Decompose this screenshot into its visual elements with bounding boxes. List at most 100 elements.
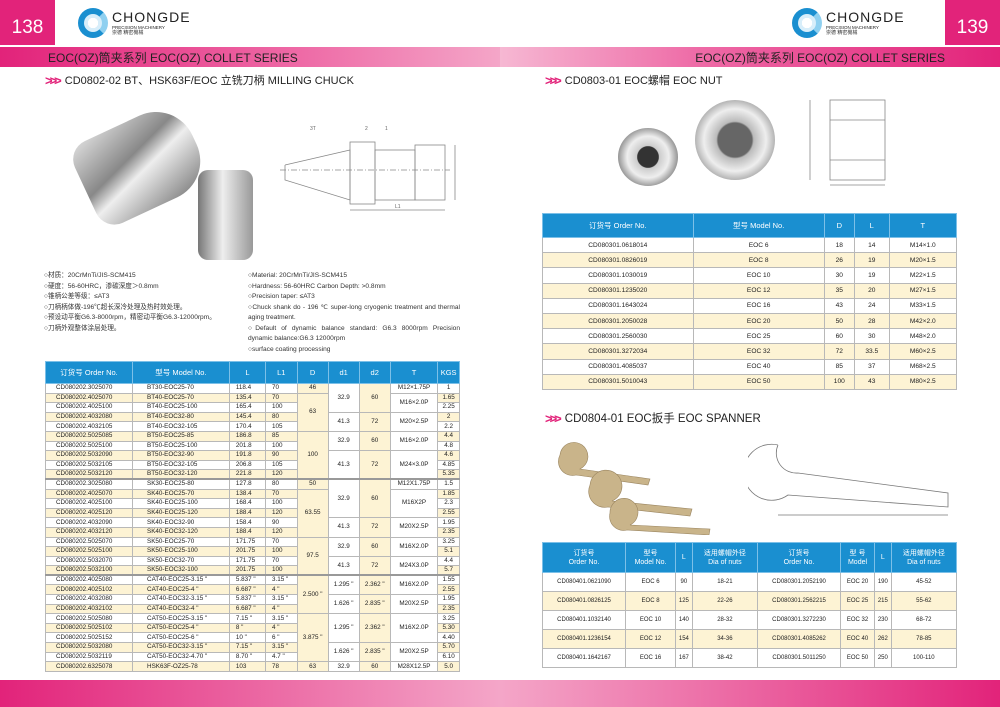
nut-photo-small: [618, 128, 678, 186]
weight-kgs: 2.25: [437, 402, 460, 413]
model-no: SK30-EOC25-80: [132, 478, 230, 490]
length-l: 19: [853, 252, 890, 269]
table-row: CD080202.5025085 BT50-EOC25-85 186.8 85 100 3…: [44, 430, 460, 480]
model-no: EOC 40: [840, 629, 875, 649]
spanner-table: 订货号 Order No. 型号 Model No. L 适用螺帽外径 Dia of nut…: [541, 542, 958, 668]
nut-dia: 22-26: [691, 591, 759, 611]
model-no: SK40-EOC25-100: [132, 498, 230, 509]
diameter-d: 46: [296, 383, 329, 394]
model-no: BT30-EOC25-70: [132, 383, 230, 394]
nut-dia: 68-72: [890, 610, 958, 630]
column-header: L: [228, 361, 266, 384]
order-no: CD080401.0826125: [541, 591, 627, 611]
logo-name: CHONGDE: [826, 9, 905, 26]
order-no: CD080301.2560030: [542, 328, 694, 345]
section-title-text: CD0802-02 BT、HSK63F/EOC 立铣刀柄 MILLING CHU…: [64, 75, 354, 87]
length-l: 221.8: [228, 469, 266, 480]
length-l: 37: [853, 358, 890, 375]
table-row: CD080202.3025080 SK30-EOC25-80 127.8 80 50 32…: [44, 478, 460, 519]
order-no: CD080202.5025100: [44, 440, 134, 452]
length-l: 127.8: [228, 478, 266, 490]
spanner-technical-drawing: [748, 443, 949, 516]
model-no: BT50-EOC25-85: [132, 430, 230, 442]
table-row: CD080202.4032080 CAT40-EOC32-3.15 " 5.837 …: [44, 594, 460, 615]
column-header: 型号 Model No.: [692, 213, 825, 238]
order-no: CD080202.5025152: [44, 632, 134, 644]
length-l1: 70: [264, 536, 298, 548]
length-l1: 3.15 ": [264, 594, 298, 605]
diameter-d: 2.500 ": [296, 574, 329, 615]
specs-chinese: ○材质：20CrMnTi/JIS-SCM415 ○硬度：56-60HRC，渗碳深…: [44, 271, 216, 334]
diameter-d: 18: [823, 236, 855, 254]
series-band-left: EOC(OZ)筒夹系列 EOC(OZ) COLLET SERIES: [0, 47, 500, 67]
model-no: EOC 6: [692, 236, 825, 254]
model-no: EOC 50: [692, 373, 825, 390]
nut-technical-drawing: [809, 99, 886, 186]
length-l1: 3.15 ": [264, 642, 298, 653]
thread-t: M27×1.5: [888, 282, 958, 299]
order-no: CD080401.0621090: [541, 572, 627, 592]
length-l: 262: [873, 629, 892, 649]
model-no: EOC 12: [692, 282, 825, 299]
model-no: EOC 32: [840, 610, 875, 630]
length-l: 170.4: [228, 421, 266, 432]
diameter-d1: 32.9: [327, 478, 360, 519]
model-no: SK50-EOC25-70: [132, 536, 230, 548]
model-no: SK50-EOC32-100: [132, 565, 230, 576]
length-l1: 90: [264, 450, 298, 461]
order-no: CD080401.1642167: [541, 648, 627, 668]
weight-kgs: 5.1: [437, 546, 460, 557]
length-l1: 90: [264, 517, 298, 528]
nut-table: 订货号 Order No. 型号 Model No. D L T CD080301.061…: [542, 213, 958, 390]
column-header: 订货号 Order No.: [44, 361, 134, 384]
diameter-d2: 60: [358, 478, 391, 519]
model-no: CAT50-EOC32-4.70 ": [132, 651, 230, 663]
model-no: EOC 25: [840, 591, 875, 611]
length-l: 6.687 ": [228, 603, 266, 615]
model-no: CAT40-EOC25-3.15 ": [132, 574, 230, 586]
model-no: EOC 8: [625, 591, 677, 611]
column-header-text: Dia of nuts: [907, 558, 941, 566]
weight-kgs: 1.85: [437, 488, 460, 500]
thread-t: M28X12.5P: [389, 661, 439, 672]
table-row: CD080202.5025080 CAT50-EOC25-3.15 " 7.15 "…: [44, 613, 460, 663]
table-row: CD080202.4032090 SK40-EOC32-90 158.4 90 41.3…: [44, 517, 460, 538]
model-no: EOC 12: [625, 629, 677, 649]
length-l1: 120: [264, 507, 298, 519]
column-header-text: Dia of nuts: [708, 558, 742, 566]
diameter-d2: 2.835 ": [358, 594, 391, 615]
length-l1: 70: [264, 383, 298, 394]
length-l1: 120: [264, 469, 298, 480]
diameter-d1: 41.3: [327, 450, 360, 480]
model-no: BT40-EOC32-80: [132, 411, 230, 423]
section-title-milling-chuck: >>> CD0802-02 BT、HSK63F/EOC 立铣刀柄 MILLING …: [45, 72, 354, 88]
model-no: EOC 20: [840, 572, 875, 592]
thread-t: M16X2P: [389, 488, 439, 519]
chevron-icon: >>>: [545, 72, 562, 88]
weight-kgs: 6.10: [437, 651, 460, 663]
length-l1: 78: [264, 661, 298, 672]
length-l1: 100: [264, 546, 298, 557]
length-l1: 100: [264, 498, 298, 509]
length-l1: 3.15 ": [264, 574, 298, 586]
order-no: CD080202.4025100: [44, 402, 134, 413]
diameter-d: 35: [823, 282, 855, 299]
thread-t: M20X2.5P: [389, 642, 439, 663]
diameter-d1: 32.9: [327, 536, 360, 557]
table-row: CD080202.5032120 BT50-EOC32-120 221.8 120 5.…: [44, 469, 460, 480]
length-l: 230: [873, 610, 892, 630]
column-header-text: 订货号: [573, 549, 595, 557]
model-no: CAT50-EOC25-6 ": [132, 632, 230, 644]
length-l1: 4 ": [264, 584, 298, 596]
diameter-d1: 1.295 ": [327, 613, 360, 644]
column-header-text: 适用螺帽外径: [703, 549, 746, 557]
length-l: 138.4: [228, 488, 266, 500]
diameter-d: 60: [823, 328, 855, 345]
length-l: 7.15 ": [228, 613, 266, 624]
length-l: 33.5: [853, 343, 890, 360]
diameter-d2: 60: [358, 430, 391, 452]
model-no: BT40-EOC25-100: [132, 402, 230, 413]
diameter-d: 63: [296, 392, 329, 432]
length-l1: 80: [264, 411, 298, 423]
column-header: D: [296, 361, 329, 384]
